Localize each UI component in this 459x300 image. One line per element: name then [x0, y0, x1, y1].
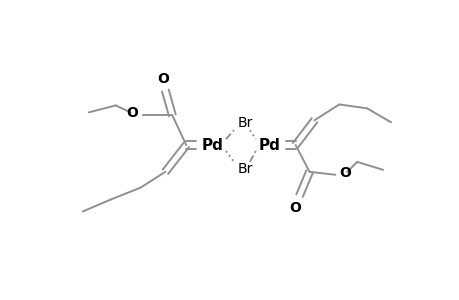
Text: Br: Br	[237, 116, 252, 130]
Text: O: O	[339, 166, 351, 180]
Text: Pd: Pd	[201, 137, 223, 152]
Text: Pd: Pd	[258, 137, 280, 152]
Text: O: O	[126, 106, 138, 120]
Text: Br: Br	[237, 162, 252, 176]
Text: O: O	[289, 202, 301, 215]
Text: O: O	[157, 72, 169, 86]
